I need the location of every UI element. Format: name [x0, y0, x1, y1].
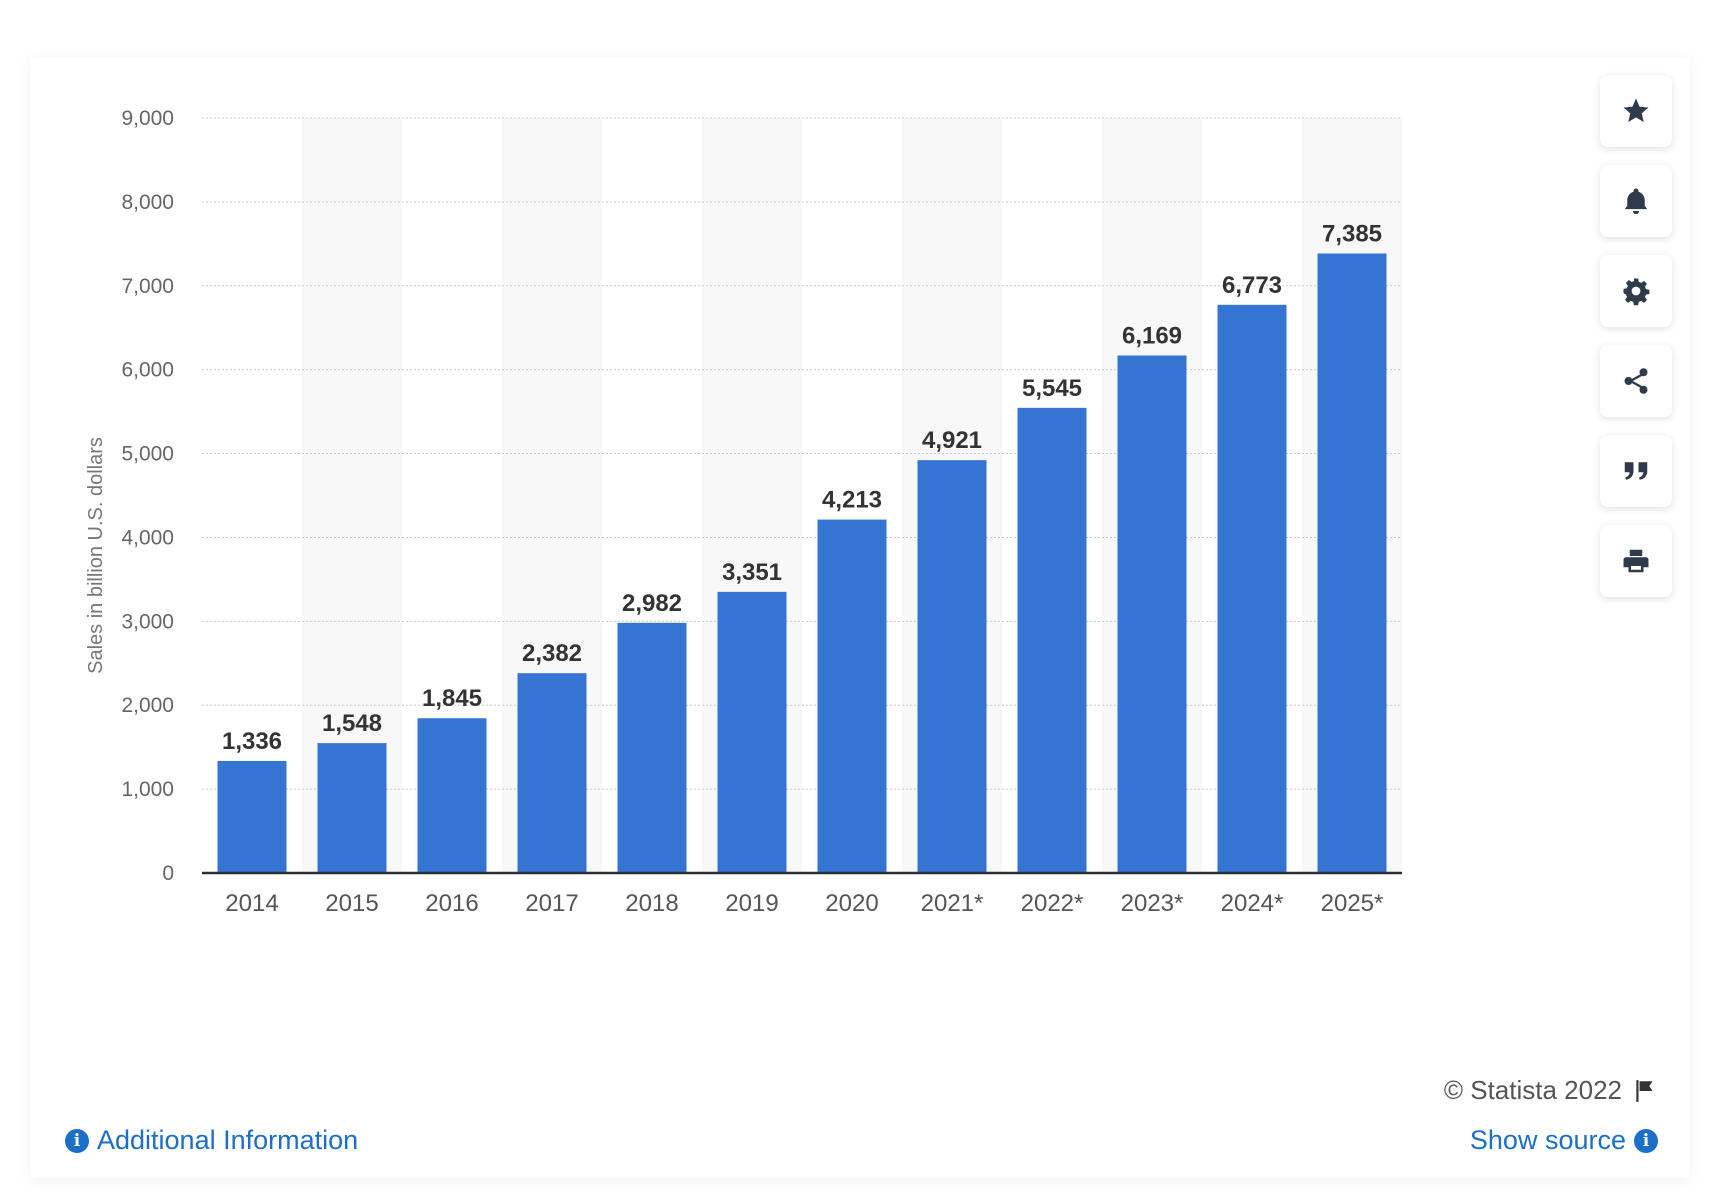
share-icon — [1624, 368, 1648, 394]
y-tick-label: 9,000 — [121, 107, 174, 130]
bar-2023[interactable] — [1117, 355, 1187, 873]
x-tick-label: 2018 — [625, 890, 678, 917]
y-axis-label: Sales in billion U.S. dollars — [85, 437, 107, 674]
x-tick-label: 2017 — [525, 890, 578, 917]
share-button[interactable] — [1600, 345, 1672, 417]
settings-button[interactable] — [1600, 255, 1672, 327]
data-label: 6,773 — [1222, 272, 1282, 299]
chart-card: 0 1,000 2,000 3,000 4,000 5,000 6,000 7,000 8,00… — [30, 58, 1690, 1178]
y-tick-label: 2,000 — [121, 694, 174, 717]
bar-2016[interactable] — [417, 718, 487, 873]
data-label: 1,845 — [422, 685, 482, 712]
cite-button[interactable] — [1600, 435, 1672, 507]
additional-information-label: Additional Information — [97, 1125, 359, 1155]
x-tick-label: 2020 — [825, 890, 878, 917]
info-icon: i — [1634, 1128, 1658, 1153]
gridlines — [202, 117, 1402, 790]
y-tick-label: 0 — [162, 862, 174, 885]
gear-icon — [1623, 278, 1650, 306]
y-tick-label: 8,000 — [121, 191, 174, 214]
bar-2018[interactable] — [617, 622, 687, 873]
x-tick-label: 2025* — [1321, 890, 1384, 917]
bar-2015[interactable] — [317, 743, 387, 873]
x-tick-label: 2022* — [1021, 890, 1084, 917]
bar-2020[interactable] — [817, 519, 887, 873]
data-label: 1,548 — [322, 710, 382, 737]
bar-2025[interactable] — [1317, 253, 1387, 873]
show-source-label: Show source — [1469, 1125, 1626, 1155]
bar-2014[interactable] — [217, 760, 287, 873]
notification-button[interactable] — [1600, 165, 1672, 237]
x-tick-label: 2014 — [225, 890, 278, 917]
bar-2019[interactable] — [717, 591, 787, 873]
data-label: 2,982 — [622, 590, 682, 617]
data-label: 4,921 — [922, 427, 982, 454]
quote-icon — [1624, 462, 1648, 480]
data-label: 1,336 — [222, 728, 282, 755]
y-tick-label: 4,000 — [121, 526, 174, 549]
side-toolbar — [1600, 75, 1672, 615]
show-source-link[interactable]: Show source i — [1470, 1125, 1658, 1156]
data-label: 4,213 — [822, 487, 882, 514]
info-icon: i — [65, 1128, 89, 1153]
bar-2024[interactable] — [1217, 304, 1287, 873]
x-tick-label: 2016 — [425, 890, 478, 917]
y-tick-label: 1,000 — [121, 778, 174, 801]
bar-chart: 0 1,000 2,000 3,000 4,000 5,000 6,000 7,000 8,00… — [85, 107, 1402, 917]
star-icon — [1623, 98, 1649, 123]
x-axis-ticks: 2014 2015 2016 2017 2018 2019 2020 2021* 2022* 20… — [225, 890, 1383, 917]
y-tick-label: 5,000 — [121, 443, 174, 466]
additional-information-link[interactable]: i Additional Information — [65, 1125, 358, 1156]
x-tick-label: 2019 — [725, 890, 778, 917]
y-tick-label: 3,000 — [121, 610, 174, 633]
print-button[interactable] — [1600, 525, 1672, 597]
bar-2021[interactable] — [917, 460, 987, 873]
data-labels: 1,336 1,548 1,845 2,382 2,982 3,351 4,213 4,921… — [222, 220, 1382, 754]
data-label: 3,351 — [722, 559, 782, 586]
x-tick-label: 2015 — [325, 890, 378, 917]
data-label: 7,385 — [1322, 220, 1382, 247]
data-label: 2,382 — [522, 640, 582, 667]
y-tick-label: 7,000 — [121, 275, 174, 298]
copyright-text: © Statista 2022 — [1443, 1075, 1622, 1105]
x-tick-label: 2021* — [921, 890, 984, 917]
bar-2022[interactable] — [1017, 407, 1087, 873]
data-label: 5,545 — [1022, 375, 1082, 402]
bars — [217, 253, 1387, 873]
copyright: © Statista 2022 — [1444, 1075, 1658, 1106]
x-tick-label: 2024* — [1221, 890, 1284, 917]
y-axis-ticks: 0 1,000 2,000 3,000 4,000 5,000 6,000 7,000 8,00… — [121, 107, 174, 885]
data-label: 6,169 — [1122, 322, 1182, 349]
y-tick-label: 6,000 — [121, 359, 174, 382]
bar-2017[interactable] — [517, 673, 587, 873]
flag-icon[interactable] — [1632, 1078, 1658, 1104]
x-tick-label: 2023* — [1121, 890, 1184, 917]
favorite-button[interactable] — [1600, 75, 1672, 147]
print-icon — [1623, 549, 1649, 573]
bell-icon — [1624, 188, 1648, 215]
